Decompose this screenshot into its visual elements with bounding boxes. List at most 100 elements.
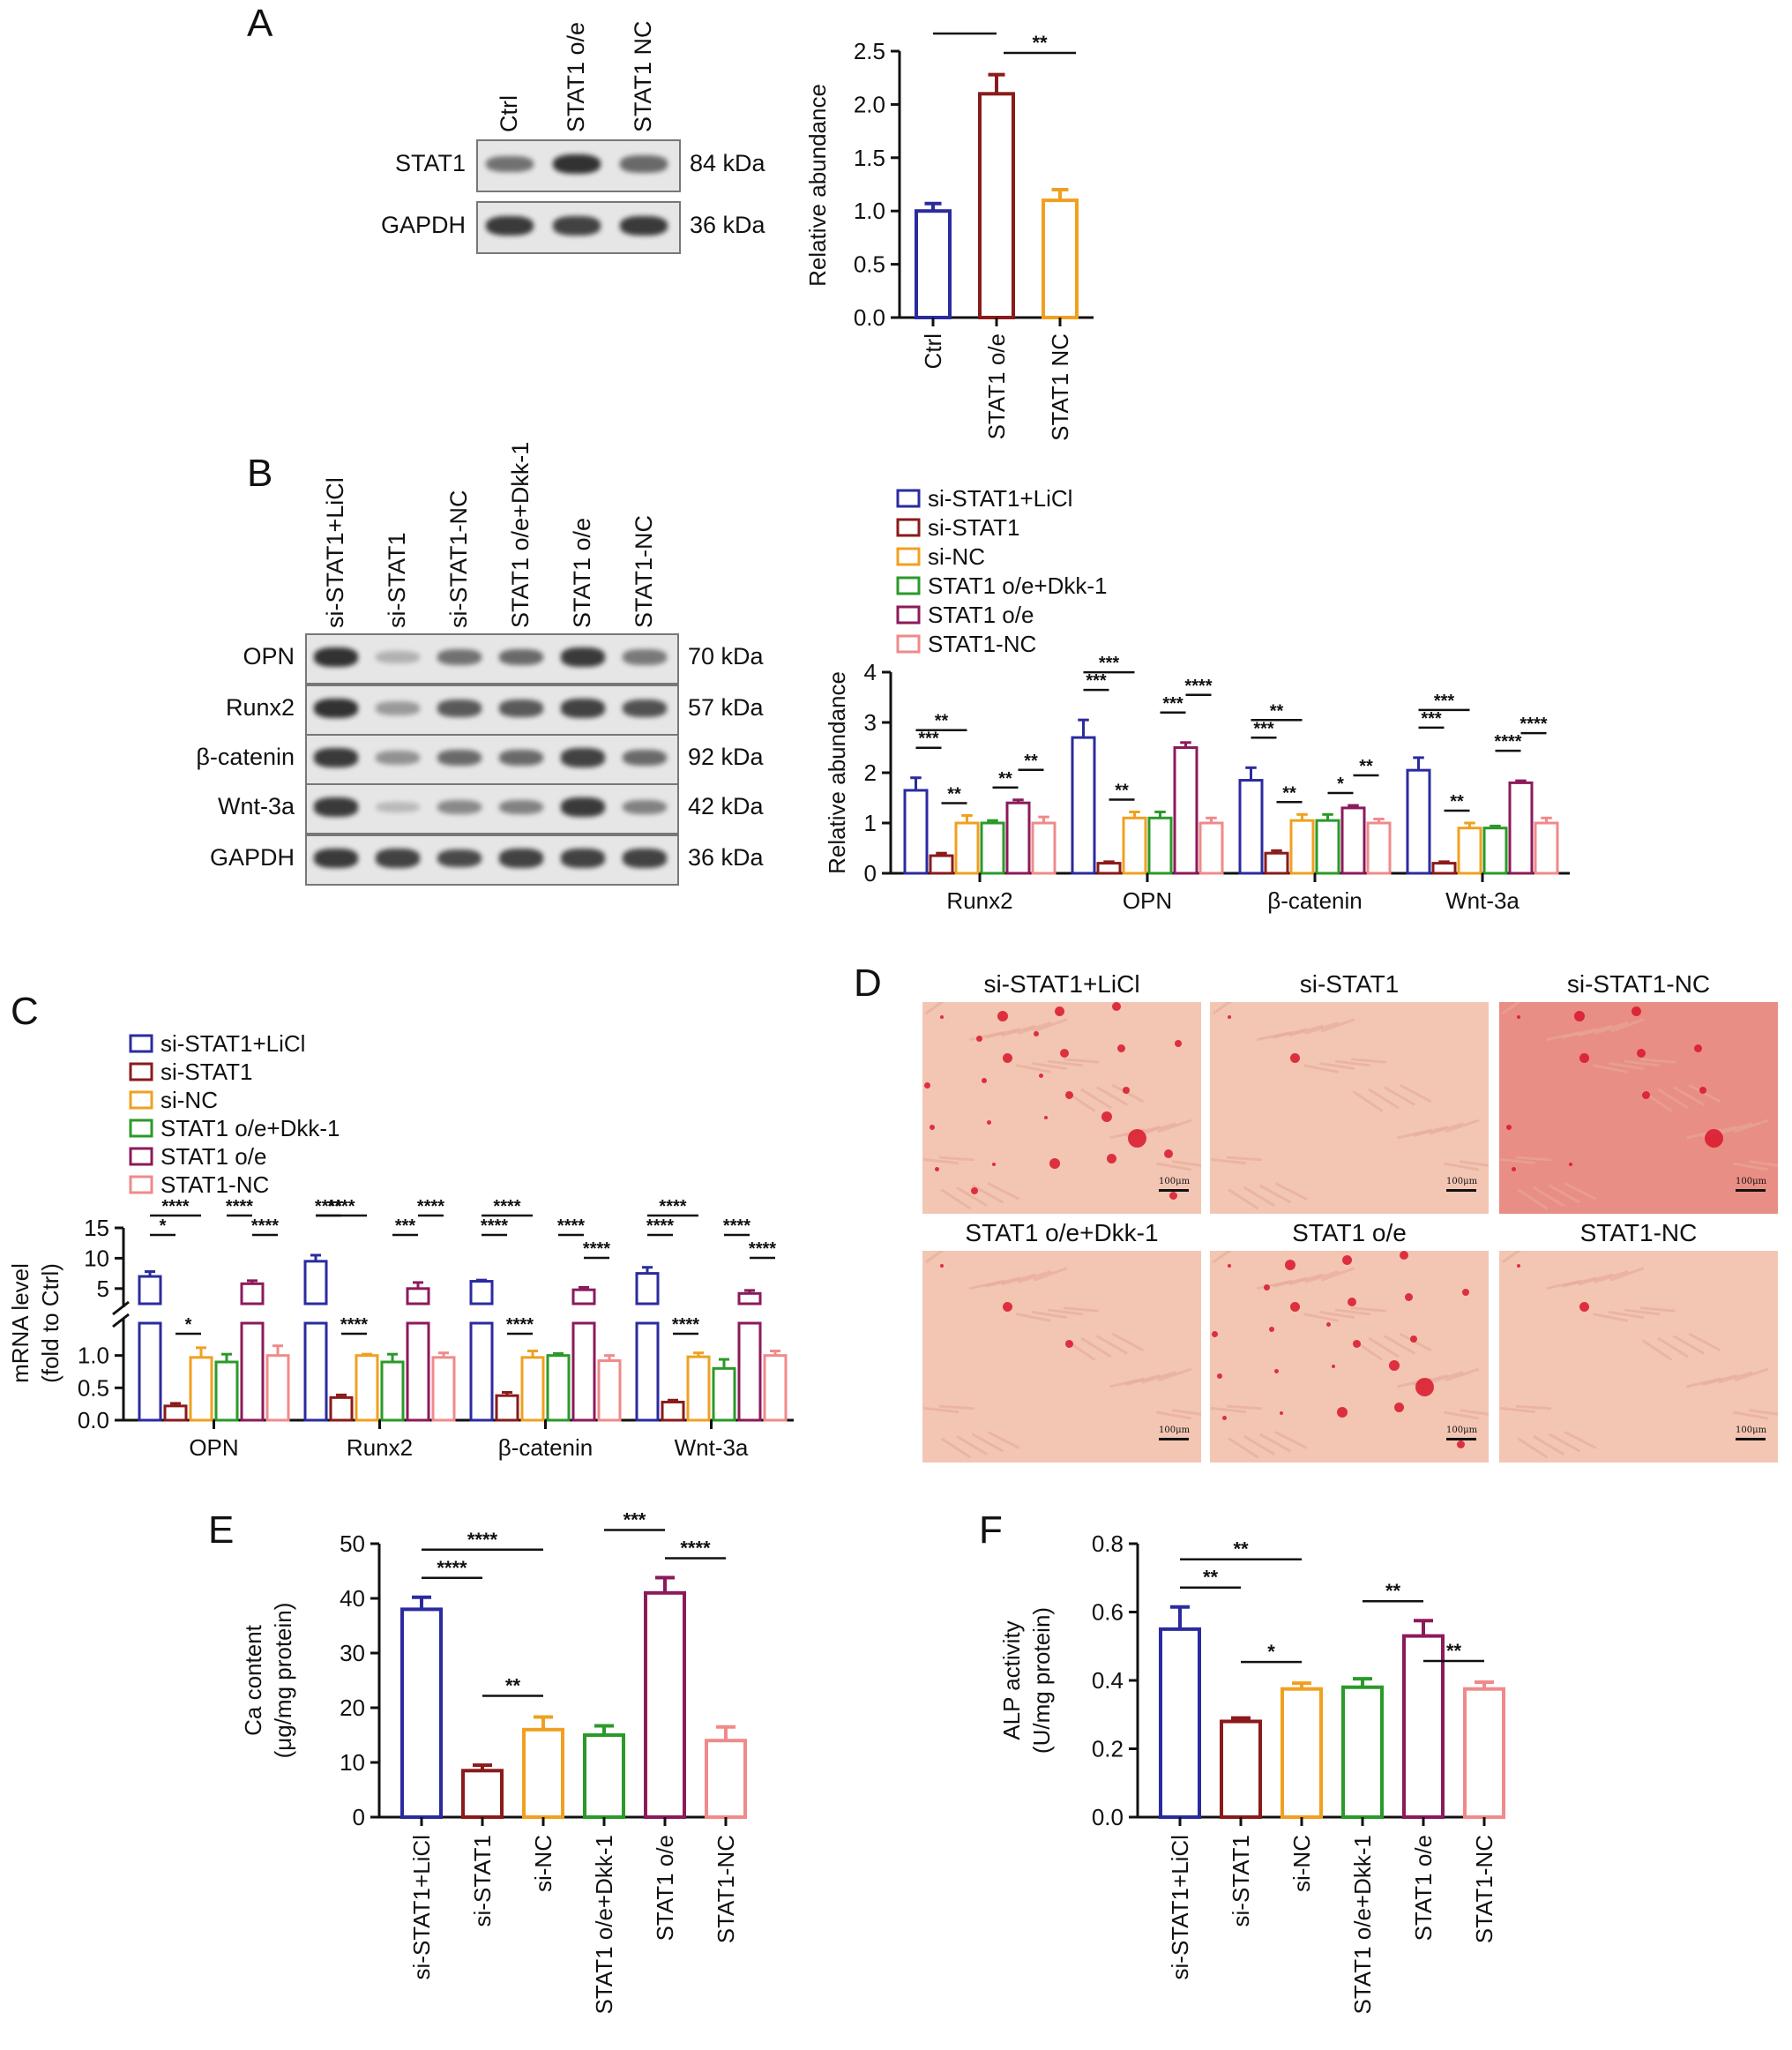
bar (138, 1275, 162, 1306)
y-axis-title: Relative abundance (804, 84, 831, 287)
legend-label: si-STAT1 (161, 1059, 252, 1085)
calcium-nodule (1337, 1407, 1348, 1418)
calcium-nodule (1117, 1044, 1125, 1052)
bar (400, 1607, 443, 1820)
protein-band (622, 799, 668, 815)
bar (1402, 1634, 1445, 1819)
kda-label: 36 kDa (688, 844, 764, 871)
calcium-nodule (1269, 1327, 1274, 1332)
y-tick-label: 2.0 (854, 91, 885, 117)
legend-label: si-STAT1 (928, 514, 1019, 541)
blot-strip (305, 685, 679, 736)
y-tick-label: 5 (97, 1276, 109, 1302)
micrograph-title: si-STAT1 (1299, 970, 1400, 998)
lane-label: STAT1 o/e (563, 21, 589, 132)
scale-label: 100μm (1446, 1177, 1478, 1186)
cell-streak (924, 1251, 956, 1264)
calcium-nodule (976, 1036, 982, 1042)
micrograph-title: STAT1 o/e+Dkk-1 (965, 1219, 1159, 1246)
significance-label: **** (1184, 677, 1212, 696)
protein-band (622, 849, 668, 868)
bar (583, 1733, 625, 1819)
significance-label: **** (646, 1216, 674, 1236)
significance-label: * (185, 1315, 192, 1335)
row-label: GAPDH (209, 844, 295, 871)
y-tick-label: 1 (864, 810, 877, 836)
calcium-nodule (1517, 1015, 1520, 1019)
x-tick-label: STAT1-NC (713, 1835, 739, 1943)
calcium-nodule (1285, 1260, 1295, 1270)
bar (329, 1395, 354, 1422)
x-tick-label: STAT1 o/e (983, 333, 1010, 439)
axis-break (112, 1300, 130, 1316)
protein-band (622, 749, 668, 767)
x-tick-label: Runx2 (347, 1434, 413, 1461)
lane-label: STAT1 o/e+Dkk-1 (507, 441, 534, 628)
calcium-nodule (1274, 1369, 1279, 1373)
bar (1534, 821, 1559, 875)
scale-label: 100μm (1159, 1425, 1191, 1435)
bar (431, 1356, 456, 1422)
blot-strip (305, 783, 679, 834)
lane-label: STAT1 NC (630, 20, 656, 132)
protein-band (313, 797, 359, 817)
y-tick-label: 3 (864, 709, 877, 736)
bar (522, 1727, 564, 1819)
protein-band (498, 799, 544, 815)
protein-band (560, 797, 606, 817)
calcium-nodule (940, 1015, 944, 1019)
significance-label: **** (315, 1197, 342, 1216)
lane-label: Ctrl (496, 95, 522, 132)
calcium-nodule (1342, 1255, 1352, 1265)
calcium-nodule (1101, 1111, 1112, 1122)
legend-swatch (129, 1175, 153, 1194)
significance-label: **** (723, 1216, 750, 1236)
y-tick-label: 0.5 (78, 1374, 109, 1401)
calcium-nodule (1353, 1340, 1361, 1348)
protein-band (560, 699, 606, 718)
calcium-nodule (987, 1120, 991, 1125)
lane-label: STAT1 o/e (569, 517, 595, 628)
significance-label: ** (1024, 752, 1038, 771)
protein-band (552, 216, 601, 236)
bar (1042, 198, 1079, 319)
bar (1482, 827, 1508, 875)
y-tick-label: 1.0 (854, 198, 885, 224)
calcium-nodule (1457, 1440, 1465, 1448)
calcium-nodule (1222, 1416, 1227, 1420)
protein-band (437, 700, 482, 717)
y-tick-label: 0.2 (1092, 1736, 1124, 1762)
y-axis-title: ALP activity (998, 1620, 1025, 1740)
y-axis-title-2: (fold to Ctrl) (37, 1263, 63, 1383)
row-label: GAPDH (380, 212, 466, 238)
x-tick-label: STAT1 o/e+Dkk-1 (1349, 1835, 1376, 2015)
legend-label: STAT1-NC (928, 631, 1036, 657)
x-tick-label: β-catenin (1267, 887, 1362, 914)
bar (597, 1359, 622, 1422)
significance-label: **** (327, 1197, 355, 1216)
y-tick-label: 0.8 (1092, 1530, 1124, 1557)
calcium-nodule (1123, 1087, 1130, 1094)
x-tick-label: STAT1 o/e (652, 1835, 678, 1941)
y-tick-label: 0.6 (1092, 1599, 1124, 1626)
legend-label: STAT1 o/e+Dkk-1 (928, 572, 1108, 599)
x-tick-label: si-STAT1+LiCl (1167, 1835, 1193, 1979)
y-tick-label: 0.4 (1092, 1667, 1124, 1694)
calcium-nodule (1569, 1163, 1572, 1166)
x-tick-label: si-STAT1 (1228, 1835, 1254, 1927)
significance-label: *** (1086, 671, 1107, 691)
bar (303, 1260, 328, 1306)
bar (380, 1360, 405, 1422)
bar (737, 1291, 762, 1306)
kda-label: 92 kDa (688, 744, 764, 770)
scale-label: 100μm (1446, 1425, 1478, 1435)
panel-letter-e: E (208, 1508, 235, 1552)
axis-break (112, 1313, 130, 1328)
bar (635, 1272, 660, 1306)
bar (737, 1321, 762, 1422)
bar (980, 821, 1005, 875)
x-tick-label: si-NC (530, 1835, 556, 1892)
y-axis-title-2: (U/mg protein) (1028, 1607, 1055, 1754)
calcium-nodule (930, 1125, 935, 1130)
